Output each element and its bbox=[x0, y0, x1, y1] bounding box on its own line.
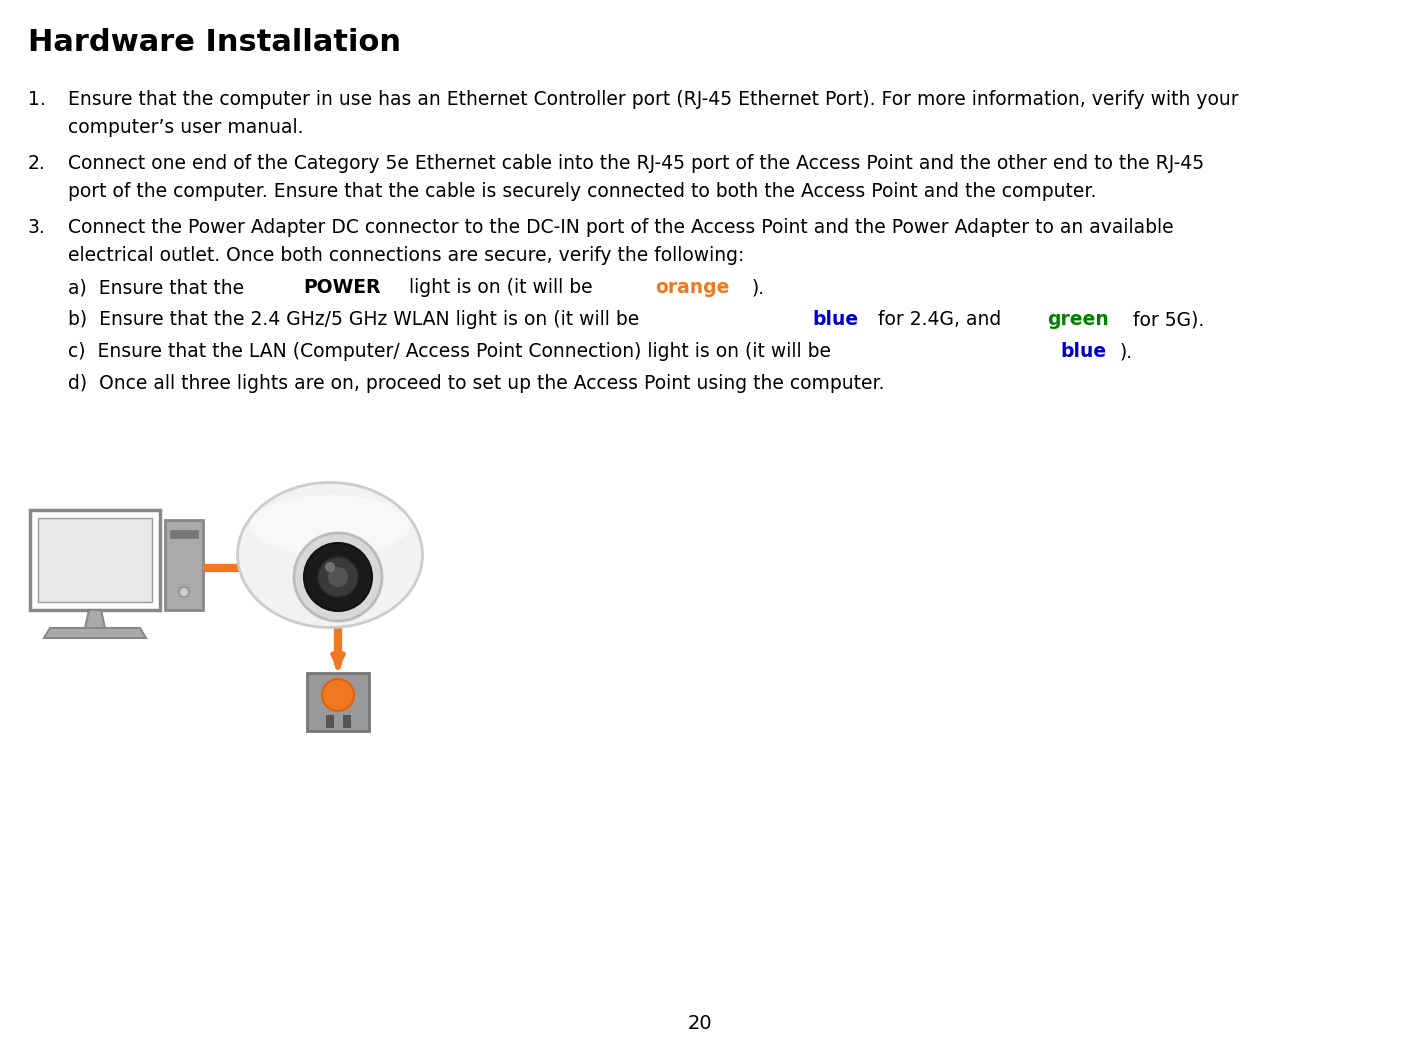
Text: POWER: POWER bbox=[303, 278, 381, 297]
Text: computer’s user manual.: computer’s user manual. bbox=[69, 118, 304, 136]
Text: electrical outlet. Once both connections are secure, verify the following:: electrical outlet. Once both connections… bbox=[69, 246, 744, 265]
Text: light is on (it will be: light is on (it will be bbox=[403, 278, 598, 297]
Polygon shape bbox=[43, 628, 146, 638]
Text: port of the computer. Ensure that the cable is securely connected to both the Ac: port of the computer. Ensure that the ca… bbox=[69, 182, 1097, 201]
Text: c)  Ensure that the LAN (Computer/ Access Point Connection) light is on (it will: c) Ensure that the LAN (Computer/ Access… bbox=[69, 342, 836, 361]
Circle shape bbox=[325, 562, 335, 572]
Polygon shape bbox=[307, 673, 368, 731]
Polygon shape bbox=[343, 715, 350, 727]
Ellipse shape bbox=[249, 495, 410, 555]
Text: a)  Ensure that the: a) Ensure that the bbox=[69, 278, 251, 297]
Text: ).: ). bbox=[751, 278, 765, 297]
Circle shape bbox=[318, 556, 359, 597]
Text: Connect one end of the Category 5e Ethernet cable into the RJ-45 port of the Acc: Connect one end of the Category 5e Ether… bbox=[69, 154, 1203, 173]
Text: 3.: 3. bbox=[28, 218, 46, 237]
Circle shape bbox=[304, 543, 373, 611]
Text: ).: ). bbox=[1119, 342, 1133, 361]
Polygon shape bbox=[38, 518, 151, 602]
Circle shape bbox=[179, 587, 189, 597]
Text: orange: orange bbox=[656, 278, 730, 297]
Text: for 2.4G, and: for 2.4G, and bbox=[873, 310, 1007, 329]
Text: blue: blue bbox=[1061, 342, 1107, 361]
Polygon shape bbox=[326, 715, 333, 727]
Polygon shape bbox=[170, 530, 198, 538]
Text: blue: blue bbox=[813, 310, 859, 329]
Circle shape bbox=[322, 679, 354, 711]
Text: 20: 20 bbox=[688, 1014, 712, 1033]
Text: Hardware Installation: Hardware Installation bbox=[28, 28, 401, 57]
Text: Connect the Power Adapter DC connector to the DC-IN port of the Access Point and: Connect the Power Adapter DC connector t… bbox=[69, 218, 1174, 237]
Text: 1.: 1. bbox=[28, 90, 46, 109]
Circle shape bbox=[328, 567, 347, 587]
Text: green: green bbox=[1047, 310, 1108, 329]
Circle shape bbox=[294, 533, 382, 621]
Text: d)  Once all three lights are on, proceed to set up the Access Point using the c: d) Once all three lights are on, proceed… bbox=[69, 374, 884, 393]
Text: b)  Ensure that the 2.4 GHz/5 GHz WLAN light is on (it will be: b) Ensure that the 2.4 GHz/5 GHz WLAN li… bbox=[69, 310, 646, 329]
Polygon shape bbox=[165, 520, 203, 610]
Ellipse shape bbox=[238, 483, 423, 628]
Text: for 5G).: for 5G). bbox=[1126, 310, 1203, 329]
Text: Ensure that the computer in use has an Ethernet Controller port (RJ-45 Ethernet : Ensure that the computer in use has an E… bbox=[69, 90, 1238, 109]
Polygon shape bbox=[85, 610, 105, 628]
Text: 2.: 2. bbox=[28, 154, 46, 173]
